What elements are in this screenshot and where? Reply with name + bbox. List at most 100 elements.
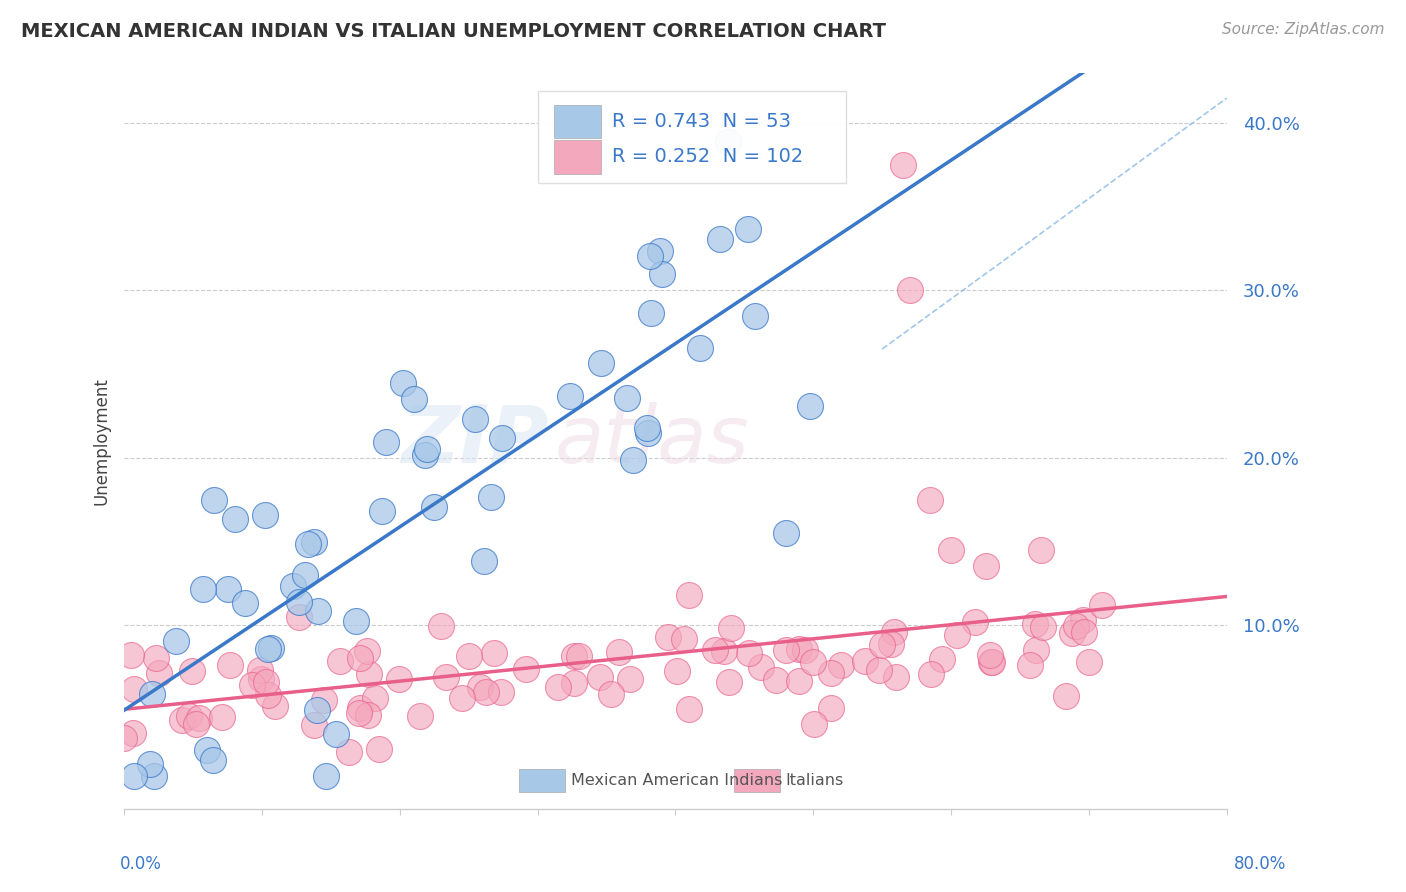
Point [195, 743, 218, 757]
Point [180, 664, 202, 678]
Point [636, 421, 658, 435]
Point [329, 654, 352, 668]
Point [616, 391, 638, 405]
Point [357, 707, 380, 722]
Point [475, 684, 498, 698]
Point [744, 310, 766, 324]
Point [562, 676, 585, 690]
Point [638, 249, 661, 263]
Text: Source: ZipAtlas.com: Source: ZipAtlas.com [1222, 22, 1385, 37]
Point [803, 717, 825, 731]
Point [479, 490, 502, 504]
Point [979, 648, 1001, 662]
Point [388, 673, 411, 687]
Point [371, 504, 394, 518]
Point [931, 652, 953, 666]
Point [709, 232, 731, 246]
Point [254, 675, 277, 690]
Point [1054, 689, 1077, 703]
Point [562, 649, 585, 664]
Point [260, 641, 283, 656]
Point [716, 135, 738, 149]
Point [375, 435, 398, 450]
Text: Italians: Italians [786, 772, 844, 788]
Point [141, 688, 163, 702]
Point [148, 666, 170, 681]
Point [489, 684, 512, 698]
Point [138, 757, 160, 772]
Point [1062, 626, 1084, 640]
Point [665, 665, 688, 679]
FancyBboxPatch shape [554, 104, 600, 138]
Point [337, 745, 360, 759]
Point [689, 341, 711, 355]
Point [1025, 642, 1047, 657]
Text: R = 0.743  N = 53: R = 0.743 N = 53 [612, 112, 790, 131]
Point [1078, 655, 1101, 669]
Point [468, 680, 491, 694]
Point [287, 594, 309, 608]
Point [558, 389, 581, 403]
Point [1029, 542, 1052, 557]
Point [450, 691, 472, 706]
Point [717, 674, 740, 689]
Point [235, 596, 257, 610]
FancyBboxPatch shape [519, 769, 565, 792]
Text: ZIP: ZIP [401, 402, 548, 480]
Point [879, 637, 901, 651]
Point [347, 706, 370, 720]
Point [651, 267, 673, 281]
Point [122, 682, 145, 697]
Point [1019, 658, 1042, 673]
Point [283, 579, 305, 593]
Point [920, 492, 942, 507]
Point [122, 768, 145, 782]
Point [775, 526, 797, 541]
Point [738, 646, 761, 660]
Point [737, 221, 759, 235]
Point [430, 619, 453, 633]
Point [568, 649, 591, 664]
Point [981, 655, 1004, 669]
Point [122, 726, 145, 740]
Point [392, 376, 415, 390]
Point [224, 511, 246, 525]
Point [416, 442, 439, 457]
Point [202, 753, 225, 767]
Point [619, 672, 641, 686]
Point [830, 658, 852, 673]
Point [589, 670, 612, 684]
Y-axis label: Unemployment: Unemployment [93, 377, 110, 505]
Point [678, 588, 700, 602]
Point [963, 615, 986, 629]
Point [367, 742, 389, 756]
FancyBboxPatch shape [554, 140, 600, 174]
Point [302, 534, 325, 549]
Point [1032, 619, 1054, 633]
Point [657, 630, 679, 644]
Point [356, 644, 378, 658]
Point [413, 448, 436, 462]
Point [491, 431, 513, 445]
Point [464, 412, 486, 426]
Text: 0.0%: 0.0% [120, 855, 162, 872]
Point [640, 306, 662, 320]
Point [1064, 619, 1087, 633]
Point [609, 645, 631, 659]
Point [186, 716, 208, 731]
Point [820, 665, 842, 680]
Point [344, 614, 367, 628]
Point [883, 624, 905, 639]
Point [287, 609, 309, 624]
Point [434, 670, 457, 684]
Point [302, 718, 325, 732]
Point [482, 646, 505, 660]
Point [314, 692, 336, 706]
Point [165, 633, 187, 648]
Point [648, 244, 671, 259]
Point [472, 554, 495, 568]
Text: Mexican American Indians: Mexican American Indians [571, 772, 782, 788]
Point [775, 643, 797, 657]
Point [884, 670, 907, 684]
Point [765, 673, 787, 687]
